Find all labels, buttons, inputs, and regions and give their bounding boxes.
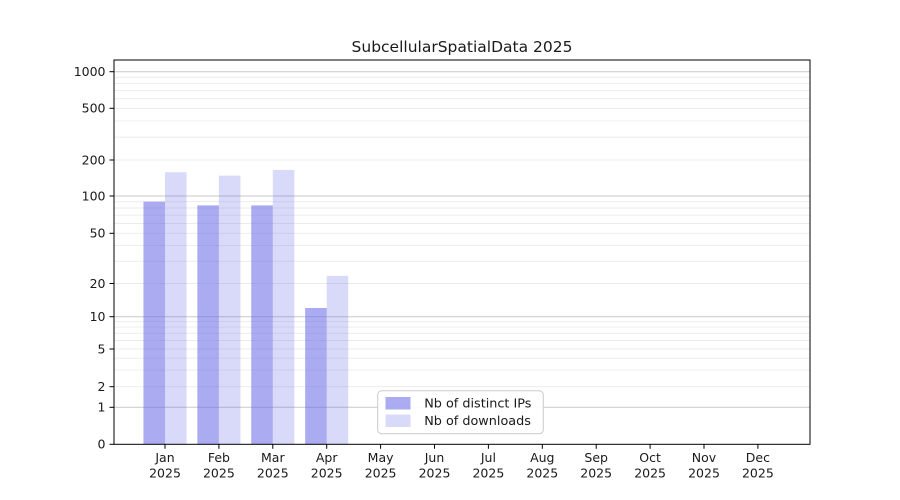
bar-nb-of-downloads-jan — [165, 172, 187, 445]
axis-labels: 0 1 2 5 10 20 50 100 200 500 1000 Jan 2025 Feb 2025 Mar… — [74, 64, 774, 481]
legend-swatch-nb-of-distinct-ips — [385, 397, 411, 410]
y-tick-label-1: 1 — [98, 400, 106, 415]
y-tick-label-10: 10 — [90, 309, 106, 324]
y-tick-label-50: 50 — [90, 226, 106, 241]
chart-title: SubcellularSpatialData 2025 — [352, 38, 573, 56]
x-tick-label-feb: Feb 2025 — [203, 450, 235, 481]
legend-label-nb-of-distinct-ips: Nb of distinct IPs — [424, 397, 532, 412]
bar-nb-of-downloads-apr — [326, 275, 349, 445]
x-tick-label-jul: Jul 2025 — [472, 450, 504, 481]
bar-nb-of-downloads-feb — [218, 175, 241, 445]
bars — [143, 169, 349, 445]
x-tick-label-aug: Aug 2025 — [526, 450, 558, 481]
y-tick-label-20: 20 — [90, 276, 106, 291]
x-tick-label-jun: Jun 2025 — [419, 450, 451, 481]
bar-nb-of-downloads-mar — [272, 169, 295, 445]
y-tick-label-1000: 1000 — [74, 64, 106, 79]
x-tick-label-dec: Dec 2025 — [742, 450, 774, 481]
legend: Nb of distinct IPs Nb of downloads — [377, 390, 544, 435]
bar-nb-of-distinct-ips-feb — [197, 205, 219, 445]
legend-box — [377, 390, 544, 435]
x-tick-label-mar: Mar 2025 — [257, 450, 289, 481]
y-tick-label-5: 5 — [98, 341, 106, 356]
bar-nb-of-distinct-ips-mar — [251, 205, 273, 445]
y-tick-label-500: 500 — [82, 101, 106, 116]
x-tick-label-apr: Apr 2025 — [311, 450, 343, 481]
y-tick-label-100: 100 — [82, 188, 106, 203]
bar-nb-of-distinct-ips-apr — [305, 307, 327, 445]
x-tick-label-sep: Sep 2025 — [580, 450, 612, 481]
x-tick-label-oct: Oct 2025 — [634, 450, 666, 481]
y-tick-label-200: 200 — [82, 152, 106, 167]
y-tick-label-2: 2 — [98, 379, 106, 394]
bar-nb-of-distinct-ips-jan — [143, 201, 165, 445]
legend-swatch-nb-of-downloads — [385, 414, 411, 427]
y-tick-label-0: 0 — [98, 437, 106, 452]
plot-border — [113, 59, 811, 445]
legend-label-nb-of-downloads: Nb of downloads — [424, 414, 531, 429]
x-tick-label-nov: Nov 2025 — [688, 450, 720, 481]
x-tick-label-may: May 2025 — [365, 450, 397, 481]
axes — [109, 59, 811, 449]
x-tick-label-jan: Jan 2025 — [149, 450, 181, 481]
